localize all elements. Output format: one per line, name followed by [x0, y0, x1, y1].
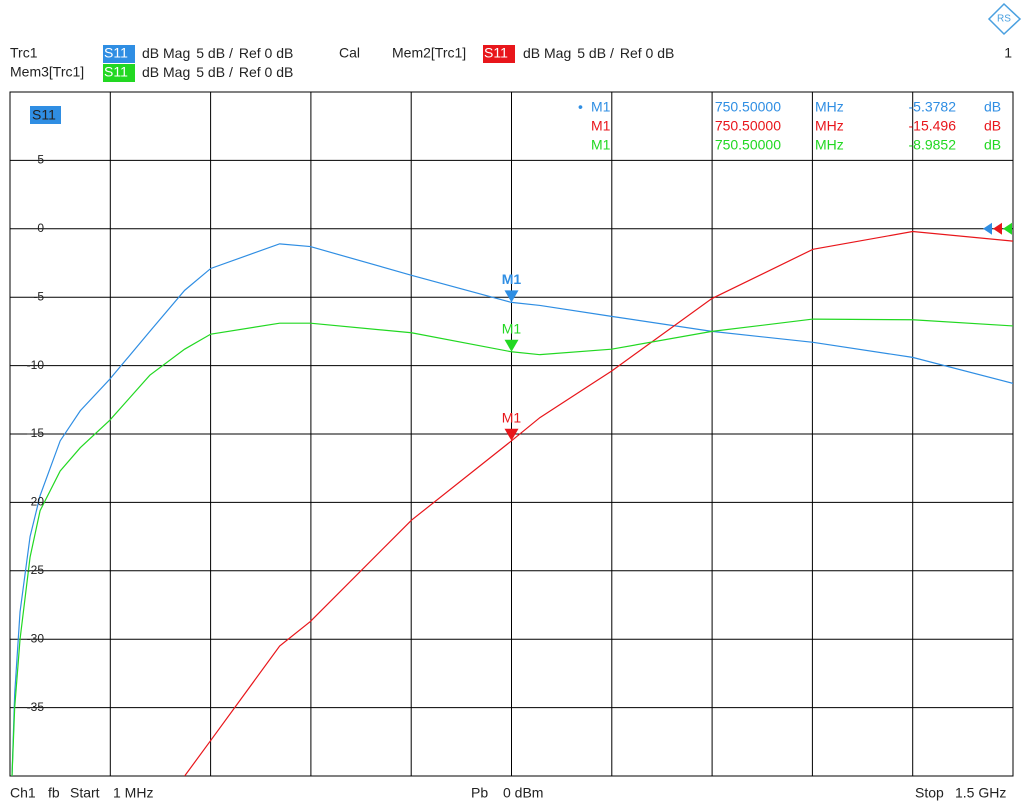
trace-param-box — [103, 45, 135, 63]
marker-name: M1 — [502, 271, 522, 287]
table-marker-x: 750.50000 — [715, 118, 781, 134]
trace-line — [184, 230, 1013, 776]
trace-format: dB Mag 5 dB / Ref 0 dB — [523, 45, 674, 61]
trace-format: dB Mag — [142, 45, 190, 61]
window-number: 1 — [1004, 45, 1012, 61]
footer-start: 1 MHz — [113, 785, 153, 801]
trace-name: Mem3[Trc1] — [10, 64, 84, 80]
trace-param: S11 — [104, 45, 128, 61]
y-tick-label: 0 — [37, 221, 44, 235]
y-tick-label: -25 — [27, 563, 45, 577]
trace-line — [11, 318, 1013, 776]
ref-arrow — [993, 222, 1002, 235]
trace-scale: 5 dB / — [577, 45, 614, 61]
table-marker-name: M1 — [591, 118, 611, 134]
active-dot: • — [578, 99, 583, 115]
footer-stop-label: Stop — [915, 785, 944, 801]
trace-format: dB Mag — [523, 45, 571, 61]
marker-triangle — [504, 428, 519, 441]
trace-name: Mem2[Trc1] — [392, 45, 466, 61]
table-marker-value: -5.3782 — [909, 99, 957, 115]
trace-status: Cal — [339, 45, 360, 61]
trace-ref: Ref 0 dB — [239, 64, 293, 80]
plot-label-box — [30, 106, 61, 124]
trace-param: S11 — [484, 45, 508, 61]
y-tick-label: -5 — [33, 289, 44, 303]
footer-start-label: Start — [70, 785, 100, 801]
y-tick-label: 5 — [37, 153, 44, 167]
plot-label: S11 — [32, 107, 56, 123]
table-marker-x-unit: MHz — [815, 99, 844, 115]
table-marker-value: -15.496 — [909, 118, 957, 134]
footer-power-label: Pb — [471, 785, 488, 801]
ref-arrow — [983, 222, 992, 235]
footer-power: 0 dBm — [503, 785, 543, 801]
trace-name: Trc1 — [10, 45, 38, 61]
y-tick-label: -30 — [27, 631, 45, 645]
marker-name: M1 — [502, 320, 522, 336]
trace-ref: Ref 0 dB — [620, 45, 674, 61]
table-marker-unit: dB — [984, 137, 1001, 153]
table-marker-unit: dB — [984, 99, 1001, 115]
trace-scale: 5 dB / — [196, 45, 233, 61]
footer-mode: fb — [48, 785, 60, 801]
table-marker-name: M1 — [591, 137, 611, 153]
logo: RS — [987, 2, 1022, 36]
footer-stop: 1.5 GHz — [955, 785, 1006, 801]
footer-channel: Ch1 — [10, 785, 36, 801]
trace-ref: Ref 0 dB — [239, 45, 293, 61]
table-marker-x: 750.50000 — [715, 137, 781, 153]
table-marker-name: M1 — [591, 99, 611, 115]
trace-format: dB Mag — [142, 64, 190, 80]
marker-triangle — [504, 290, 519, 303]
trace-format: dB Mag 5 dB / Ref 0 dB — [142, 45, 293, 61]
trace-format: dB Mag 5 dB / Ref 0 dB — [142, 64, 293, 80]
trace-scale: 5 dB / — [196, 64, 233, 80]
marker-triangle — [504, 339, 519, 352]
table-marker-unit: dB — [984, 118, 1001, 134]
y-tick-label: -10 — [27, 358, 45, 372]
trace-param-box — [103, 64, 135, 82]
table-marker-value: -8.9852 — [909, 137, 957, 153]
trace-param-box — [483, 45, 515, 63]
marker-name: M1 — [502, 409, 522, 425]
table-marker-x: 750.50000 — [715, 99, 781, 115]
y-tick-label: -35 — [27, 700, 45, 714]
table-marker-x-unit: MHz — [815, 137, 844, 153]
svg-text:RS: RS — [997, 14, 1011, 25]
trace-param: S11 — [104, 64, 128, 80]
y-tick-label: -20 — [27, 495, 45, 509]
y-tick-label: -15 — [27, 426, 45, 440]
trace-line — [11, 243, 1013, 776]
ref-arrow — [1003, 222, 1012, 235]
table-marker-x-unit: MHz — [815, 118, 844, 134]
